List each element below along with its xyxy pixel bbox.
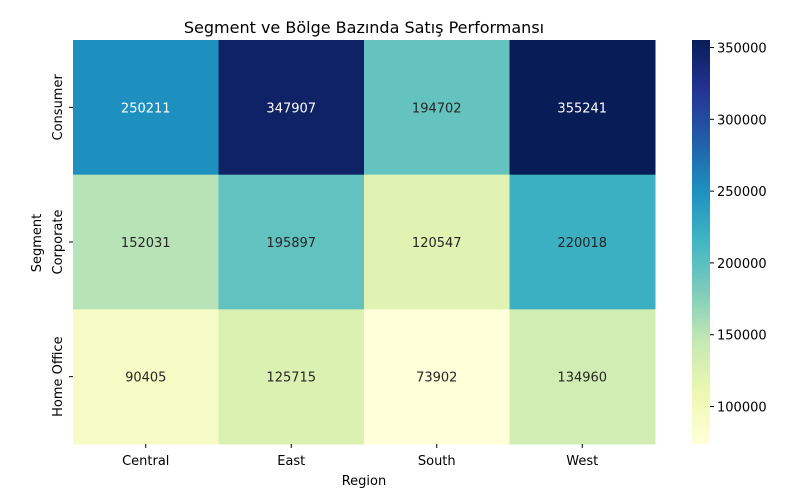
colorbar bbox=[692, 40, 710, 444]
heatmap-cell bbox=[509, 40, 656, 176]
colorbar-tick-label: 200000 bbox=[717, 257, 767, 272]
y-tick-label: Home Office bbox=[51, 336, 66, 416]
x-tick-label: West bbox=[566, 454, 598, 469]
heatmap-cell bbox=[218, 40, 365, 176]
heatmap-cell bbox=[364, 309, 510, 445]
cell-value-label: 90405 bbox=[125, 371, 166, 386]
cell-value-label: 347907 bbox=[266, 101, 316, 116]
cell-value-label: 194702 bbox=[412, 101, 462, 116]
colorbar-tick-label: 300000 bbox=[717, 113, 767, 128]
colorbar-tick-label: 100000 bbox=[717, 401, 767, 416]
colorbar-ticks: 100000 150000 200000 250000 300000 350000 bbox=[710, 42, 767, 416]
cell-value-label: 220018 bbox=[557, 236, 607, 251]
heatmap-cells: 250211 347907 194702 355241 152031 195897 1205… bbox=[73, 40, 656, 445]
colorbar-tick-label: 250000 bbox=[717, 185, 767, 200]
heatmap-cell bbox=[218, 309, 365, 445]
x-tick-label: Central bbox=[122, 454, 169, 469]
cell-value-label: 125715 bbox=[266, 371, 316, 386]
y-tick-label: Consumer bbox=[51, 74, 66, 141]
cell-value-label: 195897 bbox=[266, 236, 316, 251]
heatmap-cell bbox=[364, 40, 510, 176]
x-tick-label: East bbox=[277, 454, 305, 469]
x-axis: Central East South West bbox=[122, 444, 598, 469]
heatmap-cell bbox=[73, 40, 219, 176]
cell-value-label: 73902 bbox=[416, 371, 457, 386]
colorbar-tick-label: 150000 bbox=[717, 329, 767, 344]
cell-value-label: 152031 bbox=[121, 236, 171, 251]
y-tick-label: Corporate bbox=[51, 210, 66, 275]
cell-value-label: 134960 bbox=[557, 371, 607, 386]
y-axis: Consumer Corporate Home Office bbox=[51, 74, 73, 417]
y-axis-title: Segment bbox=[30, 214, 45, 273]
colorbar-tick-label: 350000 bbox=[717, 42, 767, 57]
chart-title: Segment ve Bölge Bazında Satış Performan… bbox=[184, 18, 544, 37]
heatmap-cell bbox=[509, 309, 656, 445]
cell-value-label: 250211 bbox=[121, 101, 171, 116]
cell-value-label: 120547 bbox=[412, 236, 462, 251]
heatmap-cell bbox=[509, 174, 656, 310]
heatmap-cell bbox=[364, 174, 510, 310]
cell-value-label: 355241 bbox=[557, 101, 607, 116]
heatmap-cell bbox=[73, 309, 219, 445]
heatmap-cell bbox=[73, 174, 219, 310]
x-axis-title: Region bbox=[342, 474, 387, 489]
heatmap-cell bbox=[218, 174, 365, 310]
x-tick-label: South bbox=[418, 454, 456, 469]
